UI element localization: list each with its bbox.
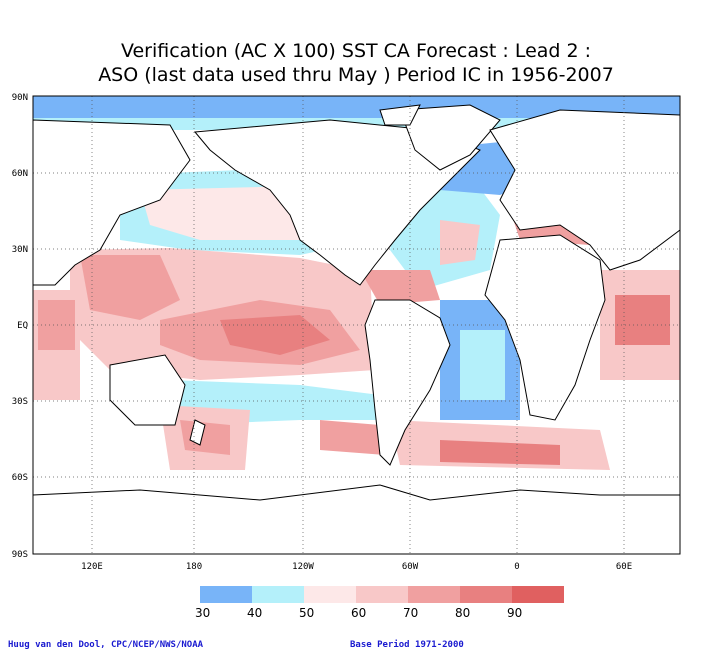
colorbar-swatch — [460, 586, 512, 603]
colorbar-swatch — [512, 586, 564, 603]
lon-label: 120W — [292, 562, 314, 572]
australia — [109, 354, 186, 426]
colorbar-tick-label: 40 — [247, 606, 262, 620]
new-zealand — [189, 419, 206, 446]
lon-label: 0 — [514, 562, 519, 572]
lat-label: 90S — [12, 550, 28, 560]
colorbar-swatch — [252, 586, 304, 603]
colorbar-tick-label: 90 — [507, 606, 522, 620]
continents — [33, 104, 680, 554]
lat-label: EQ — [17, 321, 28, 331]
greenland — [399, 104, 501, 171]
colorbar-tick-label: 30 — [195, 606, 210, 620]
lon-label: 180 — [186, 562, 202, 572]
map-frame — [32, 95, 681, 555]
colorbar-tick-label: 70 — [403, 606, 418, 620]
map-title-line1: Verification (AC X 100) SST CA Forecast … — [120, 40, 592, 62]
lat-label: 30S — [12, 397, 28, 407]
colorbar-swatch — [408, 586, 460, 603]
colorbar-swatch — [200, 586, 252, 603]
colorbar-swatch — [356, 586, 408, 603]
colorbar-tick-label: 80 — [455, 606, 470, 620]
lat-label: 60N — [12, 169, 28, 179]
lon-label: 120E — [81, 562, 103, 572]
base-period-text: Base Period 1971-2000 — [350, 640, 464, 650]
lat-label: 90N — [12, 93, 28, 103]
lon-label: 60W — [402, 562, 419, 572]
colorbar: 30 40 50 60 70 80 90 — [195, 586, 564, 620]
colorbar-swatch — [304, 586, 356, 603]
lat-label: 30N — [12, 245, 28, 255]
map-plot-area — [33, 96, 680, 554]
africa — [484, 234, 606, 421]
europe-asia — [489, 109, 680, 271]
lat-label: 60S — [12, 473, 28, 483]
lon-label: 60E — [616, 562, 632, 572]
colorbar-tick-label: 50 — [299, 606, 314, 620]
colorbar-tick-label: 60 — [351, 606, 366, 620]
graticule — [33, 96, 680, 554]
antarctica — [33, 484, 680, 554]
credit-text: Huug van den Dool, CPC/NCEP/NWS/NOAA — [8, 640, 204, 650]
south-america — [364, 299, 451, 466]
asia-west — [33, 119, 191, 286]
map-title-line2: ASO (last data used thru May ) Period IC… — [98, 64, 614, 86]
